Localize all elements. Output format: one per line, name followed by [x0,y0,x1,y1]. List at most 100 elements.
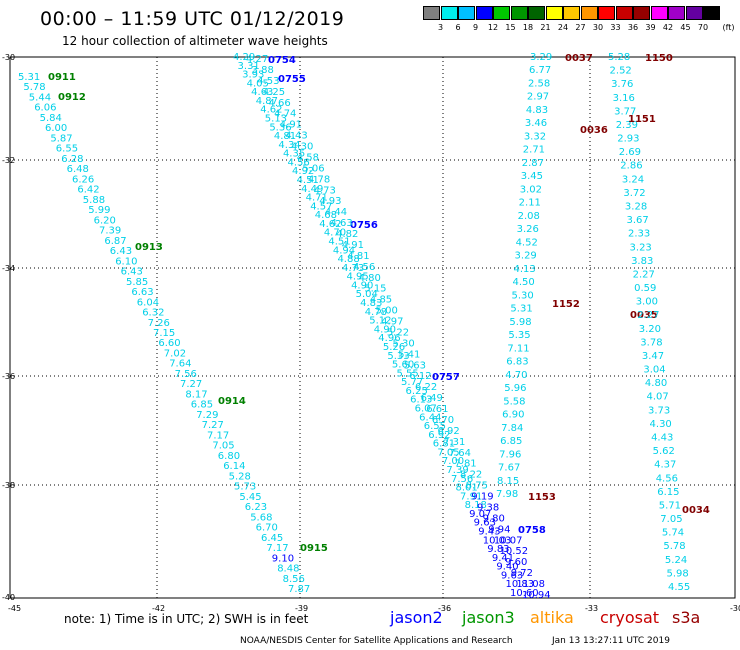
colorbar-swatch [650,6,668,20]
swh-value-label: 2.93 [617,134,639,145]
colorbar-tick-label: 12 [487,23,499,32]
swh-value-label: 4.82 [336,229,358,240]
swh-value-label: 4.34 [278,140,300,151]
swh-value-label: 8.75 [466,481,488,492]
colorbar-swatch [475,6,493,20]
swh-value-label: 5.87 [50,133,72,144]
swh-value-label: 9.80 [483,513,505,524]
swh-value-label: 7.00 [442,456,464,467]
swh-value-label: 4.50 [512,277,534,288]
swh-value-label: 6.90 [502,410,524,421]
x-tick-label: -42 [152,604,165,613]
swh-value-label: 4.43 [285,131,307,142]
swh-value-label: 6.81 [433,439,455,450]
swh-value-label: 5.31 [510,304,532,315]
pass-time-label: 0035 [630,310,658,321]
generated-timestamp: Jan 13 13:27:11 UTC 2019 [552,636,670,646]
colorbar-swatch [668,6,685,20]
swh-value-label: 9.94 [488,524,510,535]
swh-value-label: 6.92 [438,426,460,437]
swh-value-label: 4.91 [280,120,302,131]
swh-value-label: 6.10 [115,256,137,267]
swh-value-label: 4.25 [263,87,285,98]
swh-value-label: 5.26 [383,342,405,353]
swh-value-label: 4.83 [526,105,548,116]
colorbar-swatch [458,6,475,20]
colorbar-swatch [615,6,633,20]
swh-value-label: 7.87 [288,584,310,595]
swh-value-label: 3.76 [611,79,633,90]
swh-value-label: 4.30 [291,142,313,153]
pass-time-label: 0757 [432,372,460,383]
swh-value-label: 6.15 [657,487,679,498]
swh-value-label: 5.84 [40,113,62,124]
colorbar-tick-label: 18 [522,23,534,32]
swh-value-label: 4.30 [650,419,672,430]
swh-value-label: 9.07 [469,509,491,520]
swh-value-label: 10.83 [505,579,534,590]
swh-value-label: 7.91 [460,491,482,502]
swh-value-label: 6.43 [110,246,132,257]
swh-value-label: 3.67 [626,215,648,226]
swh-value-label: 4.29 [233,52,255,63]
swh-value-label: 5.41 [398,349,420,360]
swh-value-label: 6.63 [131,287,153,298]
colorbar-tick-label: 27 [575,23,586,32]
swh-value-label: 9.43 [478,526,500,537]
swh-value-label: 4.56 [287,157,309,168]
swh-value-label: 6.85 [500,436,522,447]
swh-value-label: 6.85 [191,400,213,411]
legend-jason3: jason3 [462,608,515,627]
swh-value-label: 7.31 [443,437,465,448]
swh-value-label: 2.87 [522,158,544,169]
swh-value-label: 3.32 [524,131,546,142]
swh-value-label: 4.63 [251,87,273,98]
colorbar-swatch [510,6,528,20]
swh-value-label: 5.45 [239,492,261,503]
swh-value-label: 4.27 [246,54,268,65]
swh-value-label: 3.23 [630,242,652,253]
swh-value-label: 4.55 [668,582,690,593]
swh-value-label: 5.44 [29,92,51,103]
swh-value-label: 4.51 [328,237,350,248]
swh-value-label: 4.71 [306,193,328,204]
swh-value-label: 4.05 [247,78,269,89]
swh-value-label: 10.03 [483,535,512,546]
plot-frame [9,56,736,599]
swh-value-label: 6.55 [424,421,446,432]
swh-value-label: 3.88 [252,65,274,76]
swh-value-label: 4.13 [514,264,536,275]
swh-value-label: 6.83 [506,357,528,368]
colorbar-tick-label: 45 [680,23,691,32]
legend-s3a: s3a [672,608,701,627]
swh-value-label: 7.96 [499,449,521,460]
pass-time-label: 0756 [350,220,378,231]
pass-time-label: 0915 [300,543,328,554]
swh-value-label: 5.98 [509,317,531,328]
swh-value-label: 4.62 [260,105,282,116]
pass-time-label: 1153 [528,492,556,503]
swh-value-label: 5.24 [665,555,687,566]
y-tick-label: -30 [2,53,15,62]
swh-value-label: 0.59 [634,283,656,294]
swh-value-label: 3.02 [520,184,542,195]
swh-value-label: 2.71 [523,145,545,156]
colorbar-tick-label: 39 [645,23,656,32]
swh-value-label: 3.28 [625,201,647,212]
swh-value-label: 7.17 [207,430,229,441]
swh-value-label: 7.15 [153,328,175,339]
swh-value-label: 6.70 [256,523,278,534]
swh-value-label: 6.48 [67,164,89,175]
swh-value-label: 8.56 [283,574,305,585]
swh-value-label: 7.05 [437,447,459,458]
colorbar-swatch [685,6,703,20]
swh-value-label: 7.27 [202,420,224,431]
swh-value-label: 5.28 [229,471,251,482]
swh-value-label: 6.80 [218,451,240,462]
y-tick-label: -38 [2,481,15,490]
swh-value-label: 3.78 [640,337,662,348]
x-tick-label: -33 [585,604,598,613]
swh-value-label: 5.99 [88,205,110,216]
